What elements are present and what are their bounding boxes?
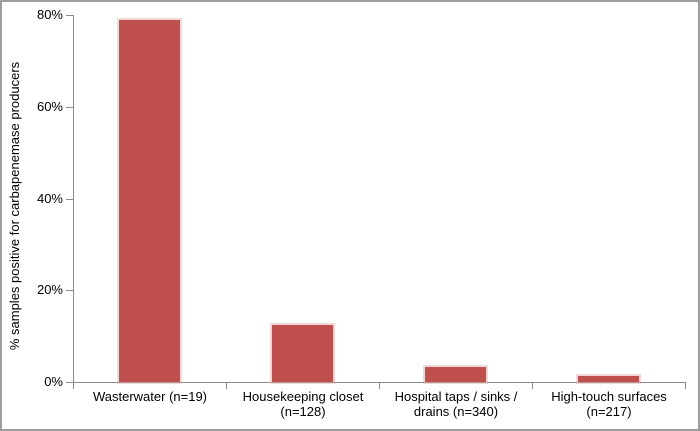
bar — [578, 376, 639, 382]
y-tick-label: 0% — [44, 374, 63, 389]
x-axis-line — [73, 382, 686, 383]
y-tick-mark — [66, 199, 73, 200]
x-axis-boundary-tick — [532, 383, 533, 389]
x-category-label: High-touch surfaces (n=217) — [551, 389, 667, 419]
y-tick-mark — [66, 382, 73, 383]
x-category-label: Housekeeping closet (n=128) — [242, 389, 364, 419]
x-category-label: Hospital taps / sinks / drains (n=340) — [394, 389, 518, 419]
y-tick-mark — [66, 290, 73, 291]
x-axis-boundary-tick — [73, 383, 74, 389]
y-axis-line — [73, 15, 74, 383]
bar — [272, 325, 333, 382]
x-category-label: Wasterwater (n=19) — [92, 389, 208, 404]
x-axis-boundary-tick — [379, 383, 380, 389]
y-tick-label: 60% — [36, 99, 63, 114]
y-tick-label: 20% — [36, 282, 63, 297]
bar — [425, 367, 486, 382]
x-axis-boundary-tick — [685, 383, 686, 389]
y-tick-label: 80% — [36, 7, 63, 22]
bar — [119, 20, 180, 382]
y-tick-mark — [66, 15, 73, 16]
y-tick-mark — [66, 107, 73, 108]
y-tick-label: 40% — [36, 191, 63, 206]
x-axis-boundary-tick — [226, 383, 227, 389]
